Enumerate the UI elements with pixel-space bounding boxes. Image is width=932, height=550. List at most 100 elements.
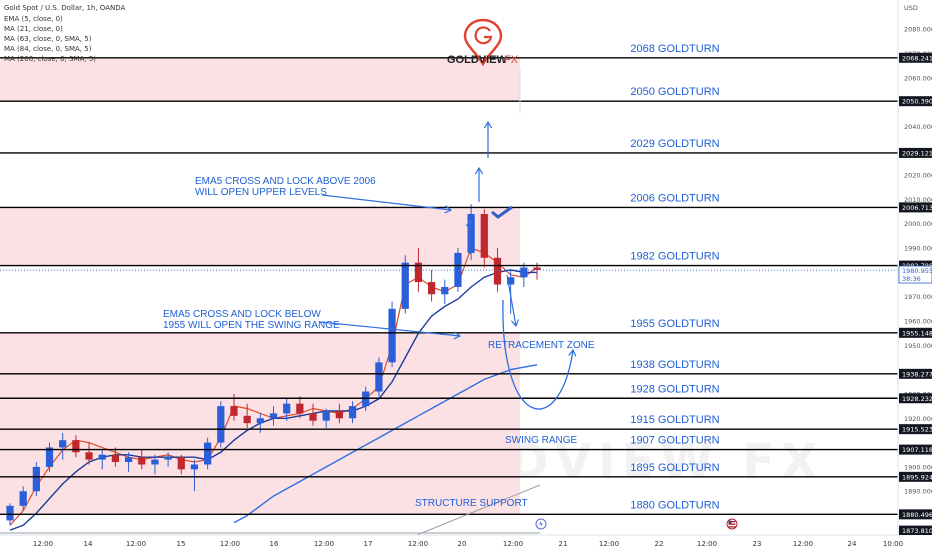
- candle-body: [493, 257, 502, 285]
- time-tick-label-3: 15: [177, 540, 186, 548]
- candle: [335, 403, 343, 424]
- price-tag-7-bg: [899, 393, 932, 404]
- candle-body: [467, 214, 475, 253]
- checkmark-icon: [491, 205, 513, 219]
- price-tick-label-8: 1990.000: [904, 245, 932, 253]
- price-tag-1-bg: [899, 96, 932, 107]
- time-tick-label-9: 20: [458, 540, 467, 548]
- candle: [414, 248, 423, 292]
- candle-body: [441, 286, 449, 295]
- candle: [151, 454, 159, 475]
- annotation-text-1: EMA5 CROSS AND LOCK BELOW: [163, 309, 321, 320]
- candle: [401, 255, 409, 314]
- price-tick-label-15: 1890.000: [904, 488, 932, 496]
- up-arrow-lower-head: [465, 218, 475, 227]
- candle-body: [204, 442, 212, 465]
- indicator-ma21[interactable]: MA (21, close, 0): [4, 25, 63, 33]
- candle: [283, 398, 291, 421]
- symbol-line[interactable]: Gold Spot / U.S. Dollar, 1h, OANDA: [4, 4, 125, 12]
- indicator-ema5[interactable]: EMA (5, close, 0): [4, 15, 63, 23]
- candle: [441, 279, 449, 304]
- annotation-text-1: 1955 WILL OPEN THE SWING RANGE: [163, 320, 340, 331]
- level-label-11: 1880 GOLDTURN: [630, 499, 719, 511]
- time-tick-label-6: 12:00: [314, 540, 334, 548]
- time-tick-label-17: 24: [848, 540, 857, 548]
- price-tag-10: 1895.924: [902, 473, 932, 481]
- price-tag-extra-bg: [899, 525, 932, 536]
- candle-body: [124, 457, 133, 463]
- price-tag-extra: 1873.810: [902, 527, 932, 535]
- indicator-ma200[interactable]: MA (200, close, 0, SMA, 5): [4, 55, 96, 63]
- current-price-tag: 1980.955: [902, 267, 932, 275]
- candle: [493, 248, 502, 292]
- price-tick-label-2: 2060.000: [904, 74, 932, 82]
- price-tags: 2068.2412050.3902029.1212006.7131982.786…: [898, 52, 932, 536]
- current-price-tag-bg: [898, 265, 932, 284]
- price-tick-label-14: 1900.000: [904, 463, 932, 471]
- candle-body: [151, 459, 159, 465]
- zone-0: [0, 57, 520, 102]
- candle: [72, 435, 80, 458]
- time-tick-label-16: 12:00: [793, 540, 813, 548]
- time-axis[interactable]: [0, 534, 932, 550]
- candle: [138, 449, 146, 470]
- time-tick-label-2: 12:00: [126, 540, 146, 548]
- price-tag-2-bg: [899, 147, 932, 158]
- price-tag-8: 1915.523: [902, 426, 932, 434]
- candle: [190, 459, 199, 492]
- indicator-ma63[interactable]: MA (63, close, 0, SMA, 5): [4, 35, 92, 43]
- candle: [164, 452, 172, 467]
- level-label-10: 1895 GOLDTURN: [630, 462, 719, 474]
- candle: [520, 262, 528, 287]
- time-tick-label-4: 12:00: [220, 540, 240, 548]
- countdown-timer: 38:36: [902, 275, 921, 283]
- candle-body: [256, 418, 264, 424]
- drop-arrow: [506, 274, 517, 327]
- price-tick-label-5: 2020.000: [904, 172, 932, 180]
- dividend-event-icon[interactable]: [535, 518, 547, 530]
- time-tick-label-12: 12:00: [599, 540, 619, 548]
- candle-body: [296, 403, 304, 414]
- price-tag-3-bg: [899, 202, 932, 213]
- level-label-7: 1928 GOLDTURN: [630, 383, 719, 395]
- candle-body: [520, 267, 528, 278]
- price-tag-0: 2068.241: [902, 54, 932, 62]
- us-flag-event-icon[interactable]: [726, 518, 738, 530]
- price-tag-9-bg: [899, 444, 932, 455]
- annotation-text-0: WILL OPEN UPPER LEVELS: [195, 187, 327, 198]
- candle: [32, 462, 40, 497]
- time-tick-label-7: 17: [364, 540, 373, 548]
- price-tag-9: 1907.118: [902, 446, 932, 454]
- candle: [59, 432, 67, 460]
- level-label-1: 2050 GOLDTURN: [630, 86, 719, 98]
- time-tick-label-5: 16: [270, 540, 279, 548]
- candle-body: [283, 403, 291, 414]
- level-label-5: 1955 GOLDTURN: [630, 318, 719, 330]
- candle: [45, 442, 54, 472]
- level-lines: 2068 GOLDTURN 2050 GOLDTURN 2029 GOLDTURN 2…: [0, 43, 898, 516]
- candle-body: [85, 452, 93, 460]
- candle: [111, 447, 120, 467]
- candle-body: [309, 413, 317, 421]
- candle-body: [507, 277, 515, 285]
- candle-body: [335, 410, 343, 419]
- price-tag-5: 1955.148: [902, 329, 932, 337]
- level-label-4: 1982 GOLDTURN: [630, 251, 719, 263]
- price-axis-currency: USD: [904, 4, 918, 12]
- annotation-arrow-lower-head: [453, 331, 462, 340]
- price-tag-11-bg: [899, 509, 932, 520]
- candle: [243, 403, 251, 428]
- swing-curve-head: [568, 348, 577, 357]
- price-tag-8-bg: [899, 424, 932, 435]
- zone-1: [0, 207, 520, 266]
- price-tag-3: 2006.713: [902, 204, 932, 212]
- price-tag-6-bg: [899, 368, 932, 379]
- swing-curve: [502, 299, 574, 410]
- candle: [480, 209, 488, 268]
- candle: [204, 437, 212, 470]
- candle-body: [230, 406, 238, 416]
- indicator-ma84[interactable]: MA (84, close, 0, SMA, 5): [4, 45, 92, 53]
- price-tag-2: 2029.121: [902, 149, 932, 157]
- candle-body: [138, 457, 146, 465]
